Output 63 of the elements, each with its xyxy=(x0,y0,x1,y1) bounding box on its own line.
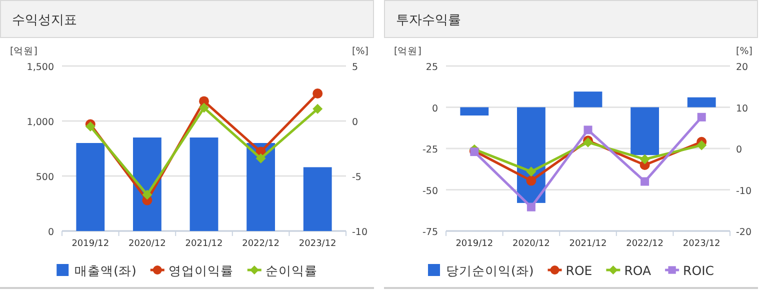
y-tick-label: 0 xyxy=(48,227,54,238)
y-tick-label: -75 xyxy=(422,227,438,238)
x-tick-label: 2022/12 xyxy=(626,239,664,249)
y2-tick-label: -5 xyxy=(352,172,362,183)
point xyxy=(312,104,323,114)
y-tick-label: 25 xyxy=(426,62,438,73)
x-tick-label: 2019/12 xyxy=(72,239,110,249)
point xyxy=(697,112,706,122)
bar xyxy=(630,107,659,156)
legend-label: ROE xyxy=(566,263,592,278)
legend-label: 순이익률 xyxy=(265,263,318,278)
y-tick-label: 1,500 xyxy=(26,62,54,73)
point xyxy=(640,177,650,186)
point xyxy=(584,126,592,134)
y2-tick-label: -10 xyxy=(352,227,368,238)
y-tick-label: 0 xyxy=(432,103,438,114)
y-axis-title: [억원] xyxy=(394,46,422,57)
y2-tick-label: 5 xyxy=(352,62,358,73)
x-tick-label: 2020/12 xyxy=(512,239,550,249)
y2-tick-label: 0 xyxy=(736,144,742,156)
y-axis-title: [억원] xyxy=(10,46,38,57)
bar xyxy=(687,97,716,108)
point xyxy=(696,140,707,150)
x-tick-label: 2021/12 xyxy=(185,239,223,249)
point xyxy=(142,190,152,200)
chart-title: 투자수익률 xyxy=(396,13,461,28)
y2-axis-title: [%] xyxy=(736,46,752,57)
bar xyxy=(190,138,218,231)
legend-label: 당기순이익(좌) xyxy=(446,263,534,278)
legend-label: ROIC xyxy=(683,263,714,278)
chart-title: 수익성지표 xyxy=(12,13,77,28)
bar xyxy=(574,92,602,108)
point xyxy=(640,154,650,164)
point xyxy=(199,102,209,113)
y2-tick-label: -10 xyxy=(736,186,752,197)
y2-tick-label: -20 xyxy=(736,227,752,238)
point xyxy=(526,202,536,212)
point xyxy=(256,153,266,164)
bar xyxy=(76,143,105,231)
point xyxy=(526,176,536,186)
point xyxy=(526,166,536,177)
x-tick-label: 2022/12 xyxy=(242,239,280,249)
point xyxy=(312,88,323,98)
x-tick-label: 2019/12 xyxy=(456,239,494,249)
legend-label: 영업이익률 xyxy=(168,263,234,278)
y2-tick-label: 10 xyxy=(736,103,748,114)
x-tick-label: 2021/12 xyxy=(569,239,607,249)
y-tick-label: -50 xyxy=(422,186,438,197)
legend-label: ROA xyxy=(624,263,652,278)
bar xyxy=(246,143,275,231)
bar xyxy=(460,107,489,116)
y2-axis-title: [%] xyxy=(352,46,368,57)
y2-tick-label: 20 xyxy=(736,62,748,73)
bar xyxy=(303,167,332,231)
y-tick-label: 500 xyxy=(36,172,54,183)
y-tick-label: -25 xyxy=(422,144,438,156)
x-tick-label: 2020/12 xyxy=(128,239,166,249)
x-tick-label: 2023/12 xyxy=(298,239,336,249)
x-tick-label: 2023/12 xyxy=(682,239,720,249)
y-tick-label: 1,000 xyxy=(26,117,54,128)
y2-tick-label: 0 xyxy=(352,117,358,128)
legend-label: 매출액(좌) xyxy=(74,263,136,278)
point xyxy=(85,122,96,132)
